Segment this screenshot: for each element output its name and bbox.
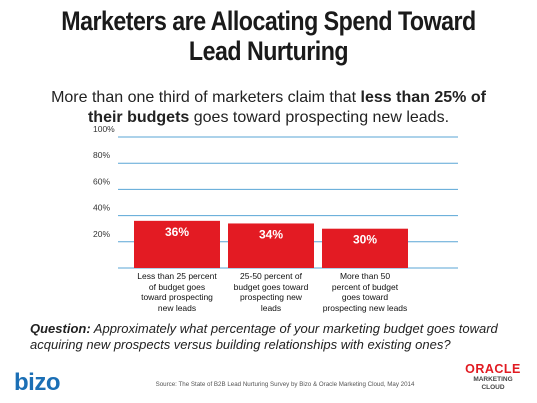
y-tick-label: 60%: [93, 176, 110, 186]
survey-question: Question: Approximately what percentage …: [30, 321, 520, 353]
title-line-1: Marketers are Allocating Spend Toward: [61, 6, 476, 36]
category-label-line: toward prospecting: [141, 292, 213, 302]
oracle-logo-name: ORACLE: [465, 362, 521, 376]
bar: [134, 220, 220, 268]
source-note: Source: The State of B2B Lead Nurturing …: [155, 381, 415, 388]
category-label-line: 25-50 percent of: [240, 271, 302, 281]
category-label-line: goes toward: [341, 292, 389, 302]
subtitle-bold-1: less than 25% of: [360, 89, 486, 106]
category-label-line: budget goes toward: [233, 281, 309, 292]
y-tick-label: 20%: [93, 229, 110, 239]
category-label-line: More than 50: [339, 271, 391, 281]
y-tick-label: 40%: [93, 203, 110, 213]
bar: [228, 223, 314, 268]
category-label: More than 50 percent of budget goes toward…: [315, 271, 415, 313]
category-label-line: percent of budget: [331, 281, 399, 292]
question-label: Question:: [30, 321, 91, 336]
category-label-line: leads: [260, 302, 282, 313]
oracle-logo-sub-1: MARKETING: [473, 376, 513, 383]
category-label-line: of budget goes: [148, 281, 206, 292]
category-label-line: prospecting new leads: [322, 302, 408, 313]
chart-subtitle: More than one third of marketers claim t…: [20, 88, 517, 128]
bar-value-label: 30%: [353, 233, 377, 247]
oracle-logo: ORACLE MARKETING CLOUD: [453, 362, 533, 392]
bar-value-label: 36%: [165, 225, 189, 239]
subtitle-bold-2: their budgets: [87, 109, 190, 126]
category-label: 25-50 percent of budget goes toward prospe…: [221, 271, 321, 313]
category-label-line: prospecting new: [240, 292, 302, 302]
oracle-logo-sub-2: CLOUD: [481, 384, 505, 391]
bizo-logo: bizo: [14, 369, 61, 396]
question-text: Approximately what percentage of your ma…: [30, 321, 498, 352]
category-label-line: Less than 25 percent: [137, 271, 217, 281]
y-tick-label: 80%: [93, 150, 110, 160]
subtitle-text-2: goes toward prospecting new leads.: [189, 109, 450, 126]
title-line-2: Lead Nurturing: [188, 36, 349, 66]
bar-value-label: 34%: [259, 227, 283, 241]
category-label: Less than 25 percent of budget goes toward…: [127, 271, 227, 313]
category-label-line: new leads: [157, 302, 197, 313]
chart-title: Marketers are Allocating Spend Toward Le…: [38, 6, 500, 66]
bar: [322, 228, 408, 268]
subtitle-text-1: More than one third of marketers claim t…: [51, 89, 361, 106]
y-tick-label: 100%: [93, 124, 115, 134]
